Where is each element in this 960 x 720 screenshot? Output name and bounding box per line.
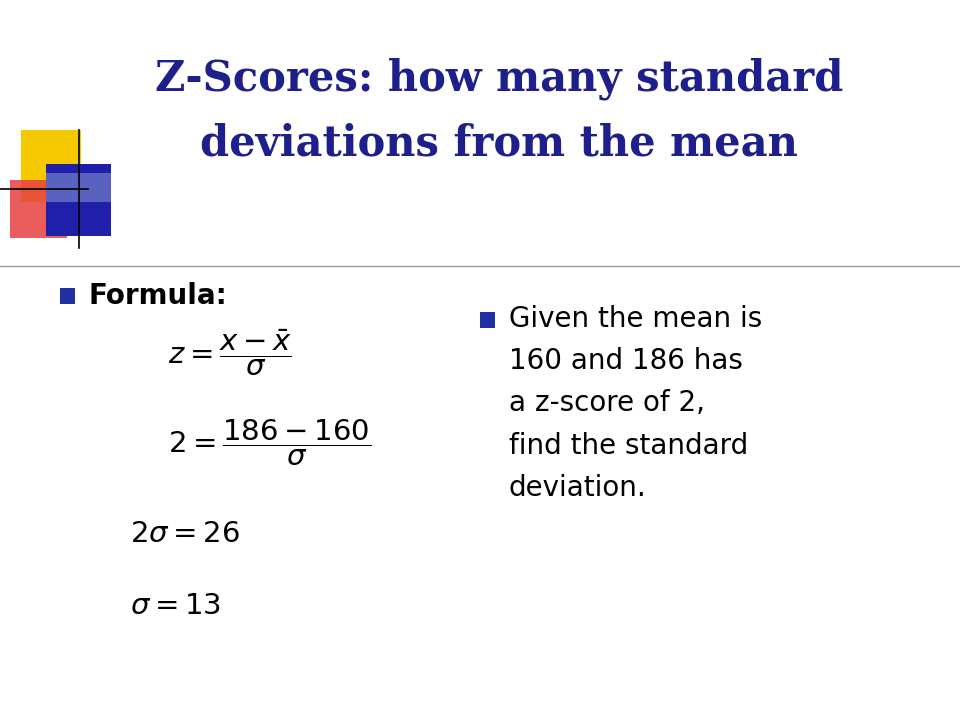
Text: $\sigma = 13$: $\sigma = 13$ [130,593,221,620]
Text: Formula:: Formula: [88,282,228,310]
Text: $2\sigma = 26$: $2\sigma = 26$ [130,521,239,548]
Text: $2 = \dfrac{186 - 160}{\sigma}$: $2 = \dfrac{186 - 160}{\sigma}$ [168,418,372,468]
Text: $z = \dfrac{x - \bar{x}}{\sigma}$: $z = \dfrac{x - \bar{x}}{\sigma}$ [168,328,292,378]
Bar [10,180,67,238]
Bar [46,164,111,236]
Text: Given the mean is
160 and 186 has
a z-score of 2,
find the standard
deviation.: Given the mean is 160 and 186 has a z-sc… [509,305,762,502]
Bar [21,130,81,202]
Text: deviations from the mean: deviations from the mean [201,123,798,165]
Bar [60,288,75,304]
Bar [46,173,111,202]
Text: Z-Scores: how many standard: Z-Scores: how many standard [155,58,844,101]
Bar [480,312,495,328]
